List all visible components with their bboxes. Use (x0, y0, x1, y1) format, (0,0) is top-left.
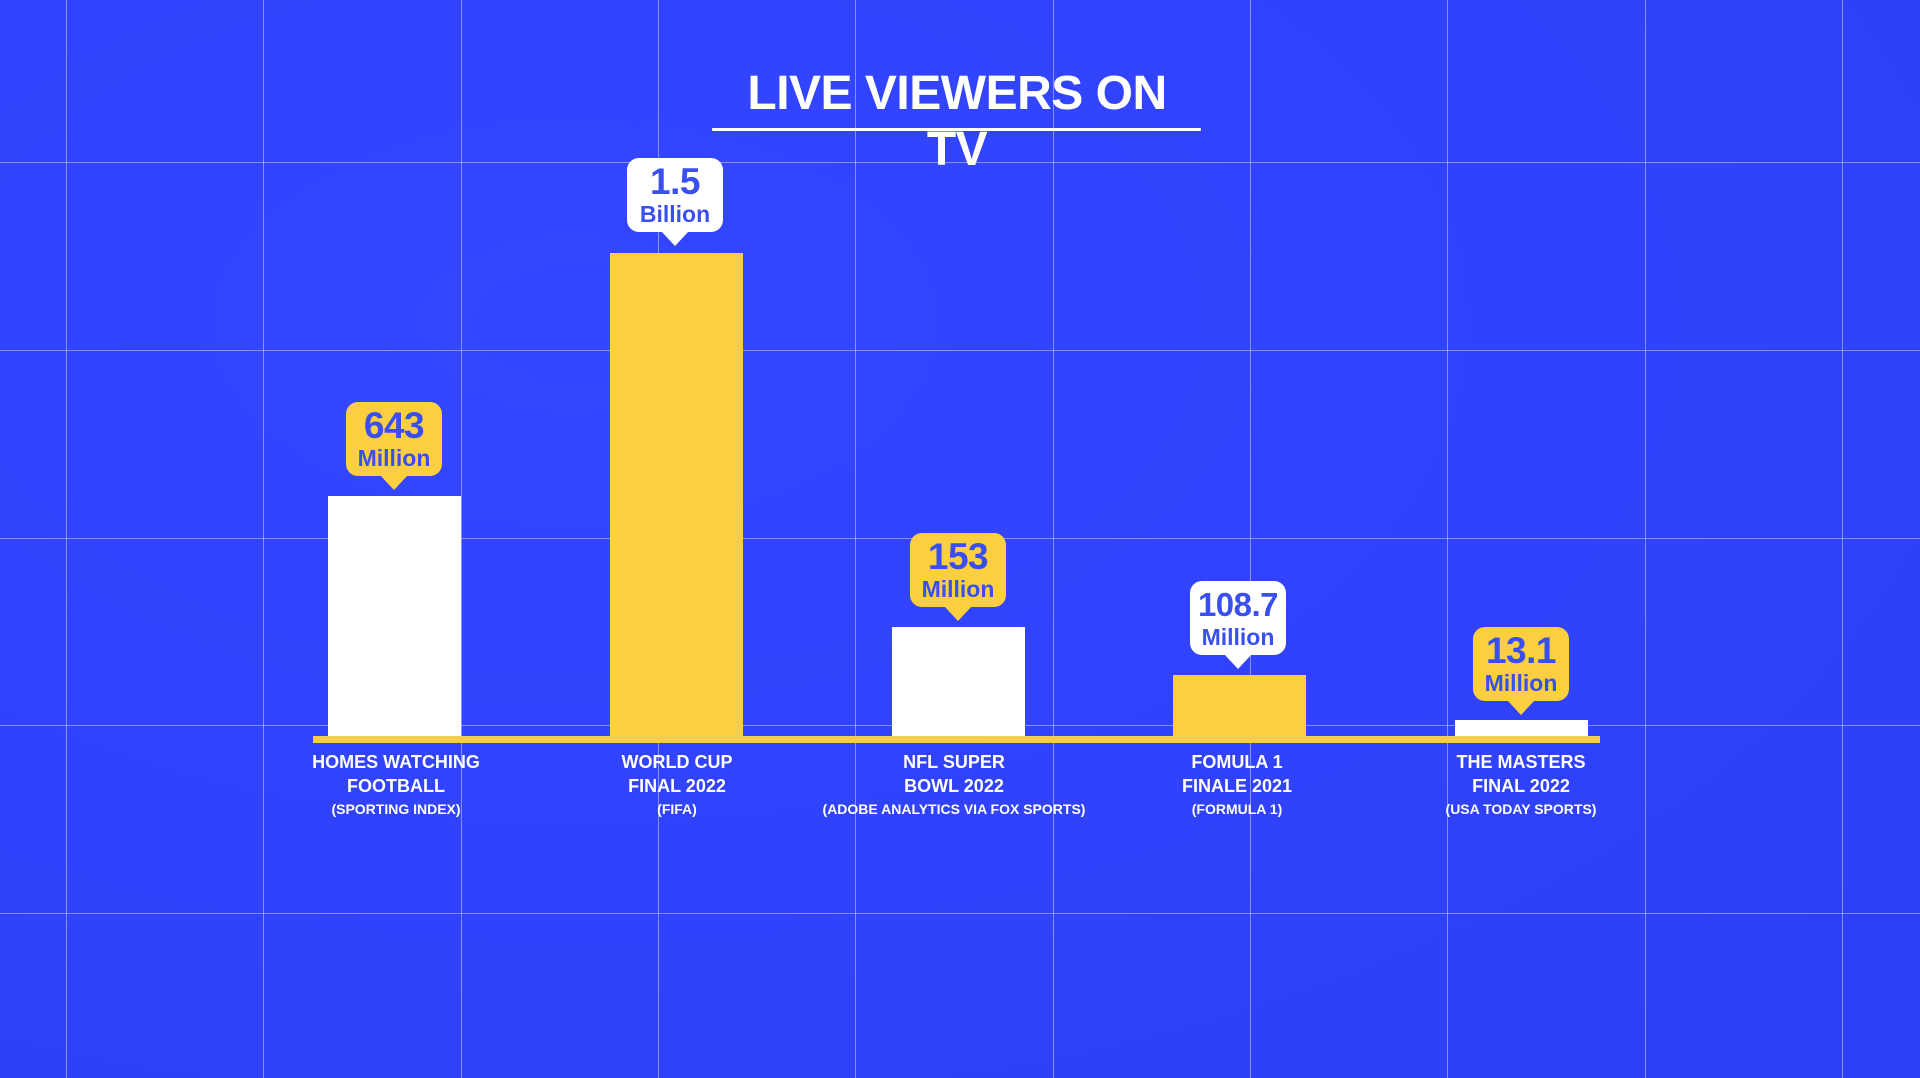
category-line-1: NFL SUPER (903, 752, 1005, 772)
value-unit: Billion (639, 201, 711, 227)
grid-line (66, 0, 67, 1078)
chart-title: LIVE VIEWERS ON TV (747, 67, 1167, 176)
title-underline (712, 128, 1201, 131)
value-number: 13.1 (1485, 630, 1557, 671)
value-unit: Million (357, 445, 431, 471)
value-number: 1.5 (650, 161, 700, 202)
category-source: (SPORTING INDEX) (331, 801, 461, 817)
grid-line (1645, 0, 1646, 1078)
value-bubble: 643 Million (346, 402, 442, 490)
category-line-1: HOMES WATCHING (312, 752, 480, 772)
value-unit: Million (1484, 670, 1558, 696)
grid-line (0, 162, 1920, 163)
category-source: (USA TODAY SPORTS) (1445, 801, 1597, 817)
category-label: HOMES WATCHING FOOTBALL (SPORTING INDEX) (246, 750, 546, 820)
category-source: (FIFA) (657, 801, 697, 817)
value-number: 108.7 (1197, 586, 1279, 623)
bar-the-masters-final (1455, 720, 1588, 738)
value-number: 643 (363, 405, 425, 446)
category-line-2: FOOTBALL (347, 776, 445, 796)
category-line-1: THE MASTERS (1456, 752, 1586, 772)
category-label: FOMULA 1 FINALE 2021 (FORMULA 1) (1087, 750, 1387, 820)
value-bubble: 1.5 Billion (627, 158, 723, 246)
category-source: (ADOBE ANALYTICS VIA FOX SPORTS) (822, 801, 1086, 817)
category-line-2: BOWL 2022 (904, 776, 1004, 796)
x-axis-baseline (313, 736, 1600, 743)
category-line-2: FINALE 2021 (1181, 776, 1293, 796)
category-label: NFL SUPER BOWL 2022 (ADOBE ANALYTICS VIA… (804, 750, 1104, 820)
bar-homes-watching-football (328, 496, 461, 738)
value-bubble: 153 Million (910, 533, 1006, 621)
grid-line (263, 0, 264, 1078)
bar-formula-1-finale (1173, 675, 1306, 738)
category-line-1: FOMULA 1 (1191, 752, 1283, 772)
grid-line (1447, 0, 1448, 1078)
grid-line (1250, 0, 1251, 1078)
grid-line (855, 0, 856, 1078)
grid-line (0, 350, 1920, 351)
grid-line (1842, 0, 1843, 1078)
value-bubble: 108.7 Million (1190, 581, 1286, 669)
category-line-1: WORLD CUP (621, 752, 733, 772)
grid-line (1053, 0, 1054, 1078)
grid-line (461, 0, 462, 1078)
bar-world-cup-final (610, 253, 743, 738)
value-bubble: 13.1 Million (1473, 627, 1569, 715)
category-label: THE MASTERS FINAL 2022 (USA TODAY SPORTS… (1371, 750, 1671, 820)
value-number: 153 (927, 536, 989, 577)
value-unit: Million (921, 576, 995, 602)
grid-line (0, 913, 1920, 914)
category-source: (FORMULA 1) (1191, 801, 1283, 817)
category-line-2: FINAL 2022 (1472, 776, 1570, 796)
bar-nfl-super-bowl (892, 627, 1025, 738)
category-label: WORLD CUP FINAL 2022 (FIFA) (527, 750, 827, 820)
value-unit: Million (1201, 624, 1275, 650)
category-line-2: FINAL 2022 (628, 776, 726, 796)
